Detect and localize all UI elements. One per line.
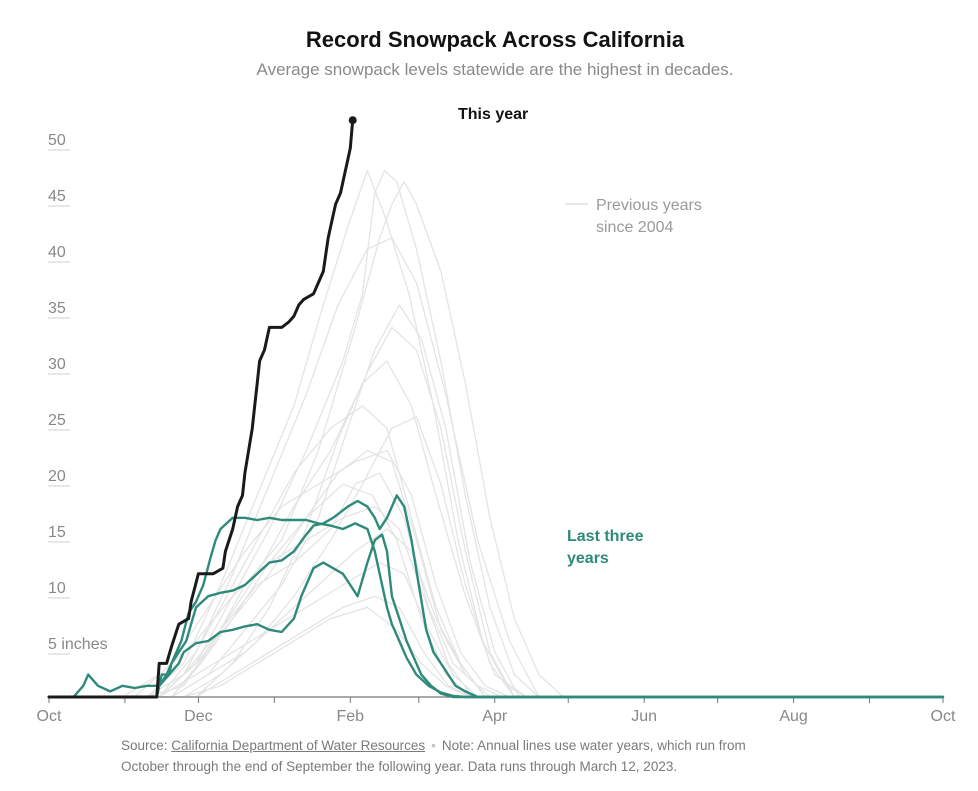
x-tick-label: Aug: [779, 708, 807, 725]
previous-year-line: [48, 169, 944, 698]
previous-year-line: [48, 326, 944, 698]
x-tick-label: Apr: [482, 708, 508, 725]
y-tick-label: 45: [48, 188, 66, 205]
previous-year-line: [48, 181, 944, 698]
previous-year-line: [48, 449, 944, 698]
this-year-label: This year: [458, 106, 528, 123]
previous-years-lines: [48, 169, 944, 698]
x-tick-label: Feb: [336, 708, 364, 725]
last-three-years-label-line-2: years: [567, 550, 609, 567]
last-three-years-label-line-1: Last three: [567, 528, 644, 545]
y-tick-label: 10: [48, 580, 66, 597]
note-text-1: Note: Annual lines use water years, whic…: [441, 738, 746, 753]
previous-year-line: [48, 237, 944, 698]
x-tick-label: Oct: [931, 708, 956, 725]
x-tick-label: Jun: [631, 708, 657, 725]
snowpack-line-chart: 5 inches 10 15 20 25 30 35 40 45 50 Oct Dec Feb Apr J…: [37, 106, 956, 725]
previous-year-line: [48, 483, 944, 698]
this-year-line-group: [47, 116, 357, 699]
y-tick-label: 20: [48, 468, 66, 485]
x-tick-label: Dec: [184, 708, 212, 725]
y-tick-label: 15: [48, 524, 66, 541]
previous-year-line: [48, 169, 944, 698]
previous-year-line: [48, 505, 944, 698]
x-axis: Oct Dec Feb Apr Jun Aug Oct: [37, 696, 956, 725]
this-year-endpoint: [348, 116, 357, 125]
previous-year-line: [48, 449, 944, 698]
y-tick-label: 50: [48, 132, 66, 149]
chart-title: Record Snowpack Across California: [305, 27, 685, 52]
last-three-years-line: [47, 533, 945, 699]
y-tick-label: 35: [48, 300, 66, 317]
previous-year-line: [48, 528, 944, 698]
separator-dot: •: [431, 738, 436, 753]
previous-year-line: [48, 561, 944, 698]
source-note: Source: California Department of Water R…: [121, 735, 856, 777]
chart-annotations: This year Previous years since 2004 Last…: [458, 106, 702, 567]
note-text-2: October through the end of September the…: [121, 759, 678, 774]
y-tick-label: 25: [48, 412, 66, 429]
this-year-line: [47, 118, 355, 699]
y-axis: 5 inches 10 15 20 25 30 35 40 45 50: [48, 132, 108, 655]
source-prefix: Source:: [121, 738, 172, 753]
y-tick-label: 40: [48, 244, 66, 261]
x-tick-label: Oct: [37, 708, 62, 725]
source-link[interactable]: California Department of Water Resources: [171, 738, 426, 753]
previous-year-line: [48, 595, 944, 698]
chart-subtitle: Average snowpack levels statewide are th…: [256, 60, 734, 79]
previous-years-label-line-1: Previous years: [596, 197, 702, 214]
y-tick-label: 30: [48, 356, 66, 373]
y-tick-label: 5 inches: [48, 636, 108, 653]
last-three-years-line: [47, 494, 945, 699]
previous-year-line: [48, 606, 944, 698]
previous-years-label-line-2: since 2004: [596, 219, 673, 236]
